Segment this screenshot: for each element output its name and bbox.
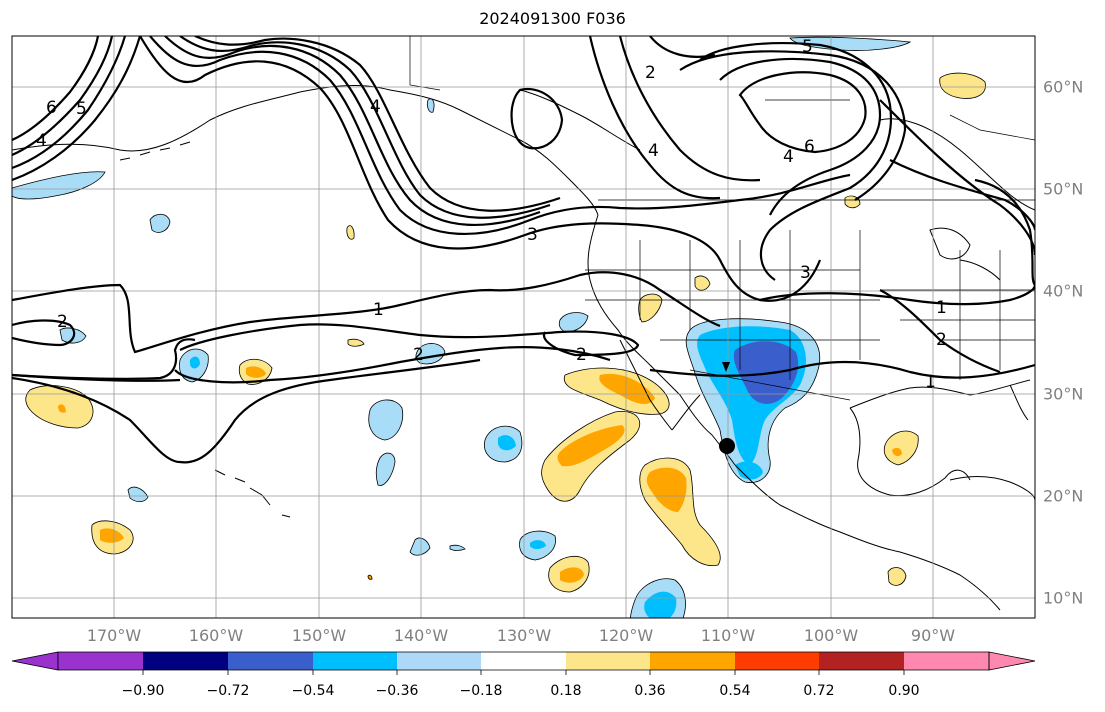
lat-label: 50°N — [1043, 179, 1084, 199]
colorbar-tick-label: −0.72 — [206, 683, 250, 699]
lon-label: 90°W — [910, 626, 956, 645]
contour-label: 4 — [648, 141, 659, 161]
lat-label: 10°N — [1043, 588, 1084, 608]
contour-label: 2 — [936, 330, 947, 350]
colorbar-tick-label: −0.36 — [375, 683, 419, 699]
colorbar-tick-label: 0.90 — [888, 683, 920, 699]
contour-label: 4 — [36, 131, 47, 151]
lon-label: 100°W — [803, 626, 859, 645]
contour-label: 1 — [925, 372, 936, 392]
colorbar-tick-label: 0.72 — [803, 683, 835, 699]
lon-label: 160°W — [188, 626, 244, 645]
point-marker — [722, 362, 730, 372]
colorbar-tick-label: −0.18 — [459, 683, 503, 699]
colorbar-tick-label: 0.54 — [719, 683, 751, 699]
coastlines — [12, 85, 1035, 611]
contour-label: 5 — [76, 99, 87, 119]
contour-label: 4 — [783, 147, 794, 167]
shaded-anomalies — [12, 36, 986, 618]
colorbar-tick-label: 0.18 — [550, 683, 582, 699]
lon-label: 150°W — [291, 626, 347, 645]
lon-label: 130°W — [496, 626, 552, 645]
contour-label: 2 — [645, 63, 656, 83]
contour-label: 2 — [413, 345, 424, 365]
contour-label: 6 — [804, 137, 815, 157]
contour-labels: 6 5 4 4 3 2 1 2 2 2 4 5 6 4 3 1 2 1 — [36, 37, 947, 392]
colorbar-tick-label: −0.90 — [121, 683, 165, 699]
contour-label: 3 — [527, 225, 538, 245]
lat-label: 60°N — [1043, 77, 1084, 97]
contour-label: 1 — [373, 300, 384, 320]
lon-label: 140°W — [393, 626, 449, 645]
contour-label: 5 — [802, 37, 813, 57]
contour-label: 6 — [46, 98, 57, 118]
contour-lines — [12, 36, 1035, 464]
lat-label: 30°N — [1043, 384, 1084, 404]
colorbar-tick-label: −0.54 — [291, 683, 335, 699]
map-title: 2024091300 F036 — [479, 9, 626, 28]
location-marker — [719, 438, 735, 454]
contour-label: 3 — [800, 263, 811, 283]
lat-label: 40°N — [1043, 281, 1084, 301]
contour-label: 4 — [370, 97, 381, 117]
contour-label: 2 — [57, 312, 68, 332]
colorbar — [11, 651, 1036, 675]
political-borders — [409, 36, 1035, 401]
colorbar-extend-high — [988, 651, 1036, 671]
map-background — [12, 36, 1035, 618]
lon-label: 170°W — [86, 626, 142, 645]
lat-label: 20°N — [1043, 486, 1084, 506]
contour-label: 1 — [936, 298, 947, 318]
lon-label: 120°W — [598, 626, 654, 645]
colorbar-tick-label: 0.36 — [634, 683, 666, 699]
map-frame — [11, 35, 1036, 619]
colorbar-extend-low — [11, 651, 59, 671]
lon-label: 110°W — [700, 626, 756, 645]
graticule — [12, 36, 1035, 618]
contour-label: 2 — [576, 345, 587, 365]
